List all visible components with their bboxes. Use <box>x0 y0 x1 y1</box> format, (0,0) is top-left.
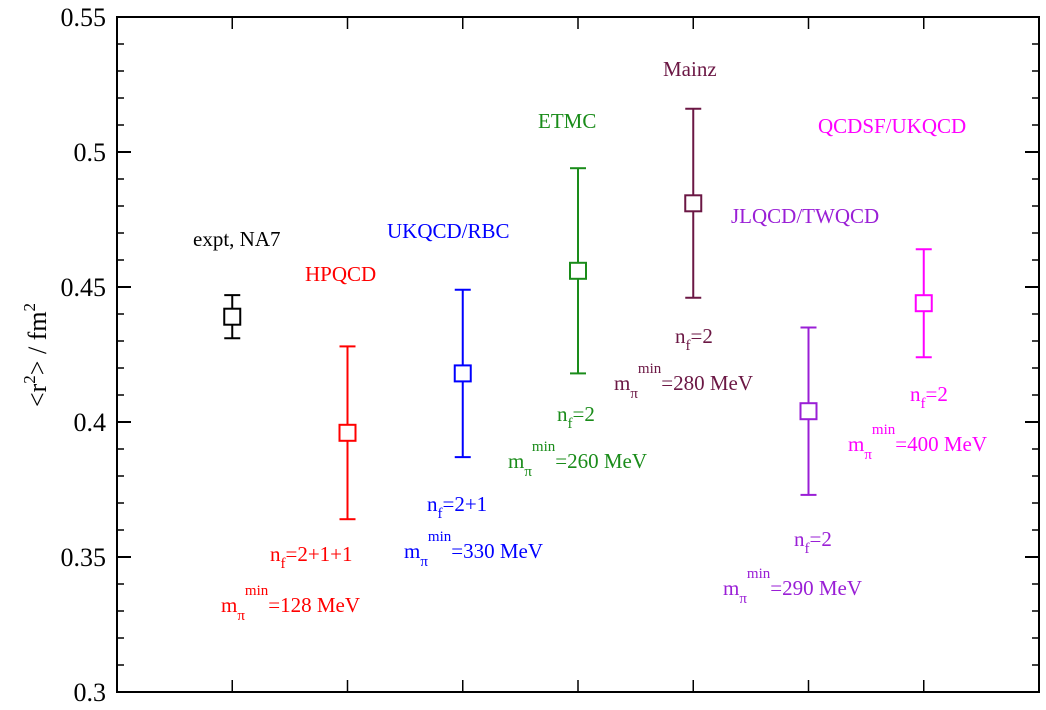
mpi-text: =280 MeV <box>661 371 753 395</box>
nf-sub: f <box>921 396 926 412</box>
point-marker <box>684 194 703 213</box>
mpi-sub: π <box>524 464 532 480</box>
mpi-text: =290 MeV <box>770 576 862 600</box>
nf-etmc: nf=2 <box>557 402 595 432</box>
label-hpqcd: HPQCD <box>305 262 376 286</box>
y-tick-label: 0.4 <box>74 408 107 437</box>
point-marker <box>799 402 818 421</box>
nf-mainz: nf=2 <box>675 324 713 354</box>
mpi-text: =400 MeV <box>895 432 987 456</box>
mpi-etmc: mπmin=260 MeV <box>508 439 647 480</box>
nf-text: n <box>557 402 568 426</box>
nf-text: =2 <box>691 324 713 348</box>
axis-ticks <box>117 16 1039 693</box>
mpi-ukqcd-rbc: mπmin=330 MeV <box>404 529 543 570</box>
nf-sub: f <box>438 506 443 522</box>
point-marker <box>453 364 472 383</box>
data-point-hpqcd <box>338 345 357 521</box>
label-mainz: Mainz <box>663 57 717 81</box>
data-point-mainz <box>684 107 703 299</box>
mpi-sup: min <box>747 566 771 582</box>
nf-text: =2+1 <box>443 492 488 516</box>
nf-text: n <box>270 542 281 566</box>
mpi-qcdsf-ukqcd: mπmin=400 MeV <box>848 422 987 463</box>
point-marker <box>914 294 933 313</box>
mpi-text: m <box>221 593 237 617</box>
data-point-ukqcd_rbc <box>453 288 472 459</box>
y-axis-label-part: <r <box>23 383 52 407</box>
y-axis-label: <r2> / fm2 <box>20 303 52 407</box>
nf-text: n <box>675 324 686 348</box>
point-marker <box>223 307 242 326</box>
mpi-text: m <box>508 449 524 473</box>
data-series <box>223 107 933 521</box>
y-tick-labels: 0.3 0.35 0.4 0.45 0.5 0.55 <box>61 3 107 707</box>
mpi-sub: π <box>739 591 747 607</box>
y-axis-label-sup: 2 <box>20 375 39 384</box>
y-tick-label: 0.45 <box>61 273 107 302</box>
y-tick-label: 0.55 <box>61 3 107 32</box>
nf-sub: f <box>281 556 286 572</box>
y-axis-label-sup: 2 <box>20 303 39 312</box>
mpi-text: =260 MeV <box>555 449 647 473</box>
nf-text: n <box>427 492 438 516</box>
mpi-mainz: mπmin=280 MeV <box>614 361 753 402</box>
nf-text: n <box>910 382 921 406</box>
nf-text: =2 <box>926 382 948 406</box>
y-tick-label: 0.35 <box>61 543 107 572</box>
mpi-sup: min <box>428 529 452 545</box>
nf-qcdsf-ukqcd: nf=2 <box>910 382 948 412</box>
mpi-sub: π <box>864 447 872 463</box>
mpi-sub: π <box>420 554 428 570</box>
label-qcdsf-ukqcd: QCDSF/UKQCD <box>818 114 966 138</box>
label-jlqcd-twqcd: JLQCD/TWQCD <box>731 204 879 228</box>
label-ukqcd-rbc: UKQCD/RBC <box>387 219 510 243</box>
mpi-text: m <box>723 576 739 600</box>
mpi-text: m <box>614 371 630 395</box>
y-tick-label: 0.5 <box>74 138 107 167</box>
mpi-hpqcd: mπmin=128 MeV <box>221 583 360 624</box>
nf-text: =2 <box>573 402 595 426</box>
mpi-sup: min <box>532 439 556 455</box>
nf-hpqcd: nf=2+1+1 <box>270 542 353 572</box>
nf-text: =2+1+1 <box>286 542 353 566</box>
nf-sub: f <box>805 541 810 557</box>
data-point-expt <box>223 294 242 340</box>
mpi-jlqcd-twqcd: mπmin=290 MeV <box>723 566 862 607</box>
mpi-sub: π <box>237 608 245 624</box>
label-expt: expt, NA7 <box>193 227 281 251</box>
data-point-qcdsf <box>914 248 933 359</box>
nf-sub: f <box>568 416 573 432</box>
nf-sub: f <box>686 338 691 354</box>
mpi-text: m <box>848 432 864 456</box>
nf-text: n <box>794 527 805 551</box>
data-point-etmc <box>569 167 587 375</box>
mpi-sup: min <box>872 422 896 438</box>
nf-ukqcd-rbc: nf=2+1 <box>427 492 487 522</box>
y-tick-label: 0.3 <box>74 678 107 707</box>
data-point-jlqcd <box>799 326 818 496</box>
nf-text: =2 <box>810 527 832 551</box>
mpi-text: m <box>404 539 420 563</box>
nf-jlqcd-twqcd: nf=2 <box>794 527 832 557</box>
point-marker <box>569 261 587 280</box>
mpi-text: =330 MeV <box>451 539 543 563</box>
point-marker <box>338 423 357 442</box>
label-etmc: ETMC <box>538 109 596 133</box>
mpi-text: =128 MeV <box>268 593 360 617</box>
mpi-sup: min <box>245 583 269 599</box>
mpi-sup: min <box>638 361 662 377</box>
mpi-sub: π <box>630 386 638 402</box>
y-axis-label-part: > / fm <box>23 311 52 375</box>
